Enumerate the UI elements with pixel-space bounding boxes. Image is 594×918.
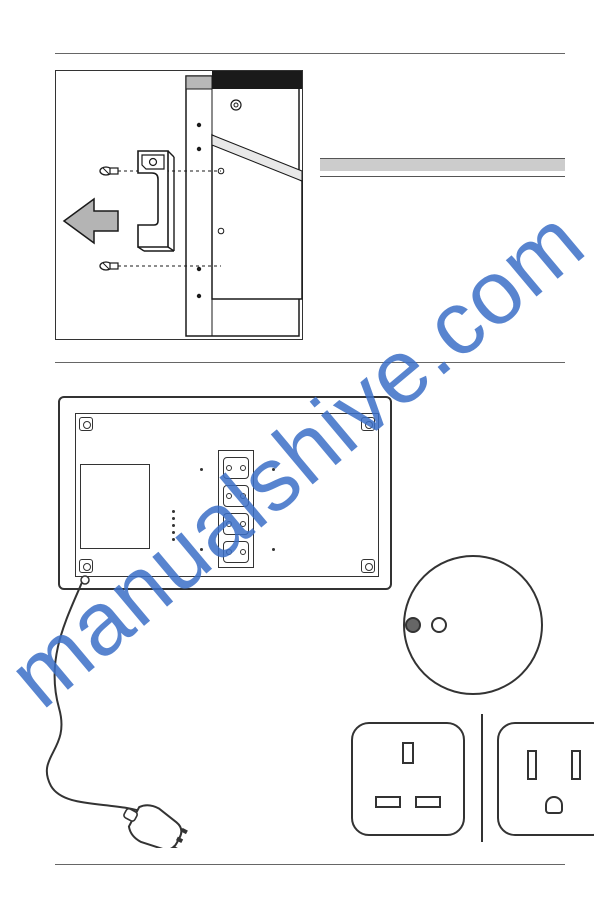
screw-icon xyxy=(361,559,375,573)
page-container xyxy=(55,0,565,918)
us-slot-icon xyxy=(527,750,537,780)
uk-earth-slot-icon xyxy=(402,742,414,764)
hole-icon xyxy=(272,548,275,551)
us-slot-icon xyxy=(571,750,581,780)
bracket-svg xyxy=(56,71,304,341)
vent-stack xyxy=(218,450,254,568)
access-panel xyxy=(80,464,150,549)
uk-slot-icon xyxy=(415,796,441,808)
tv-frame xyxy=(58,396,392,590)
vent-icon xyxy=(223,541,249,563)
outlet-pair xyxy=(351,722,594,844)
tv-inner xyxy=(75,413,379,577)
side-band xyxy=(320,158,565,178)
hole-icon xyxy=(200,548,203,551)
power-cord xyxy=(15,568,275,848)
outlet-hole-icon xyxy=(431,617,447,633)
diagram-tv-back xyxy=(55,393,395,593)
vent-icon xyxy=(223,457,249,479)
divider-line xyxy=(481,714,483,842)
screw-icon xyxy=(79,417,93,431)
rule-top xyxy=(55,53,565,54)
diagram-bracket-removal xyxy=(55,70,303,340)
outlet-round xyxy=(403,555,543,695)
button-column xyxy=(172,510,178,546)
hole-icon xyxy=(200,468,203,471)
vent-icon xyxy=(223,513,249,535)
uk-slot-icon xyxy=(375,796,401,808)
outlet-hole-icon xyxy=(405,617,421,633)
rule-mid xyxy=(55,362,565,363)
us-ground-icon xyxy=(545,796,563,814)
rule-bottom xyxy=(55,864,565,865)
vent-icon xyxy=(223,485,249,507)
outlet-uk xyxy=(351,722,465,836)
screw-icon xyxy=(361,417,375,431)
hole-icon xyxy=(272,468,275,471)
outlet-us xyxy=(497,722,594,836)
